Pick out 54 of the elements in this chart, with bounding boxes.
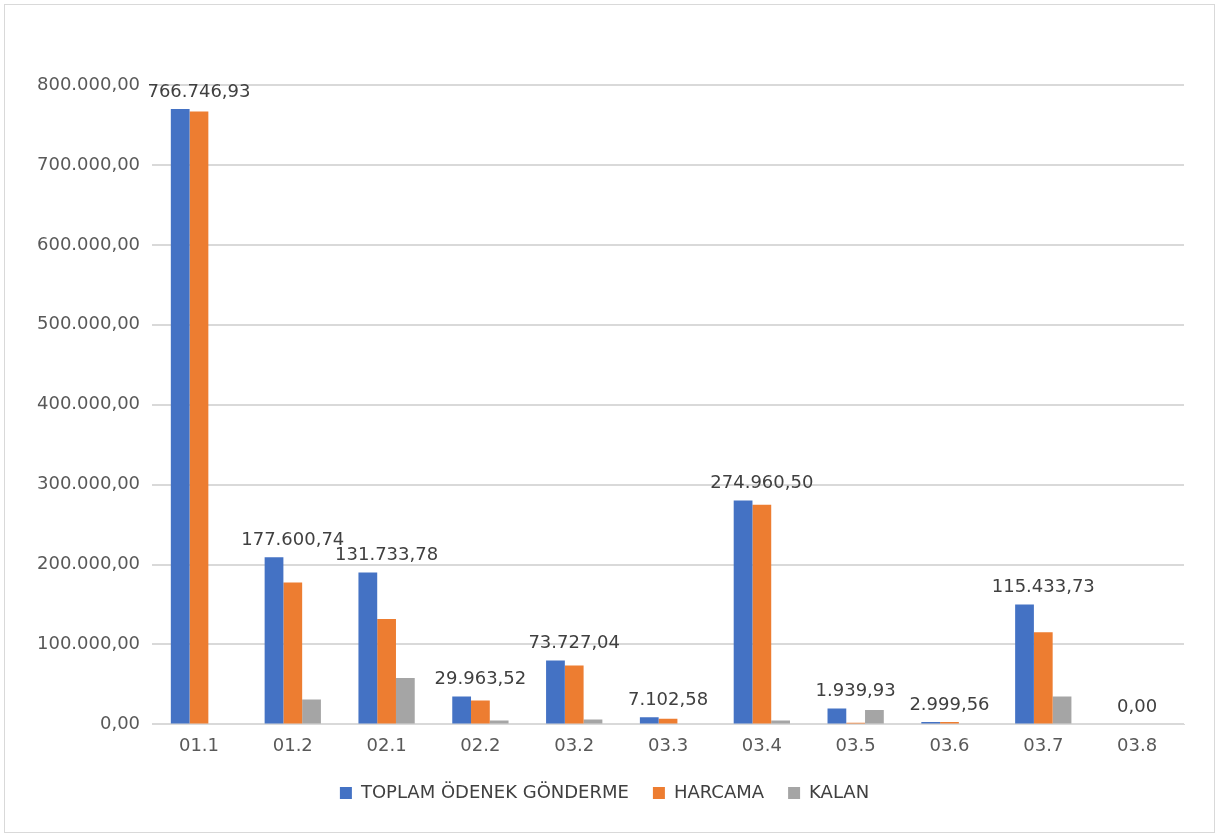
y-tick-label: 0,00 (99, 712, 141, 734)
x-tick-label: 03.7 (1023, 733, 1064, 755)
bar (489, 720, 509, 724)
bar (452, 696, 472, 724)
bar (827, 708, 847, 724)
bar (264, 557, 284, 724)
y-tick-label: 500.000,00 (37, 312, 141, 334)
y-tick-label: 600.000,00 (37, 232, 141, 254)
y-tick-label: 200.000,00 (37, 552, 141, 574)
data-label: 115.433,73 (991, 575, 1095, 597)
legend-label: KALAN (809, 780, 870, 802)
x-tick-label: 03.3 (647, 733, 689, 755)
bar (377, 619, 396, 724)
x-tick-label: 03.6 (929, 733, 970, 755)
x-tick-label: 03.2 (554, 733, 595, 755)
data-label: 766.746,93 (147, 79, 251, 101)
x-tick-label: 03.4 (741, 733, 782, 755)
x-tick-label: 01.2 (272, 733, 313, 755)
x-tick-label: 02.2 (460, 733, 501, 755)
legend-label: HARCAMA (673, 780, 765, 802)
bar (189, 111, 209, 724)
x-tick-label: 02.1 (366, 733, 407, 755)
x-tick-label: 01.1 (178, 733, 220, 755)
bar (302, 699, 321, 724)
bar (170, 108, 190, 724)
legend-label: TOPLAM ÖDENEK GÖNDERME (359, 780, 629, 802)
data-label: 274.960,50 (710, 471, 814, 493)
bar (1015, 604, 1034, 724)
bar (771, 720, 790, 724)
x-tick-label: 03.8 (1117, 733, 1158, 755)
x-tick-label: 03.5 (835, 733, 876, 755)
bar (1033, 632, 1053, 724)
data-label: 2.999,56 (909, 692, 990, 714)
bar (1052, 696, 1072, 724)
bar (471, 700, 490, 724)
data-label: 7.102,58 (627, 687, 709, 709)
data-label: 29.963,52 (434, 667, 527, 689)
data-label: 0,00 (1117, 695, 1158, 717)
data-label: 1.939,93 (815, 679, 896, 701)
bar (639, 717, 659, 724)
data-label: 73.727,04 (528, 631, 621, 653)
bar (752, 504, 772, 724)
y-tick-label: 400.000,00 (37, 392, 141, 414)
y-tick-label: 800.000,00 (37, 72, 141, 94)
bar (283, 582, 303, 724)
bar (564, 665, 584, 724)
bar (358, 572, 378, 724)
bar (865, 710, 884, 724)
bar (733, 500, 753, 724)
y-tick-label: 700.000,00 (37, 152, 141, 174)
bar (395, 678, 415, 724)
bar (546, 660, 565, 724)
y-tick-label: 100.000,00 (37, 632, 141, 654)
y-tick-label: 300.000,00 (37, 472, 141, 494)
